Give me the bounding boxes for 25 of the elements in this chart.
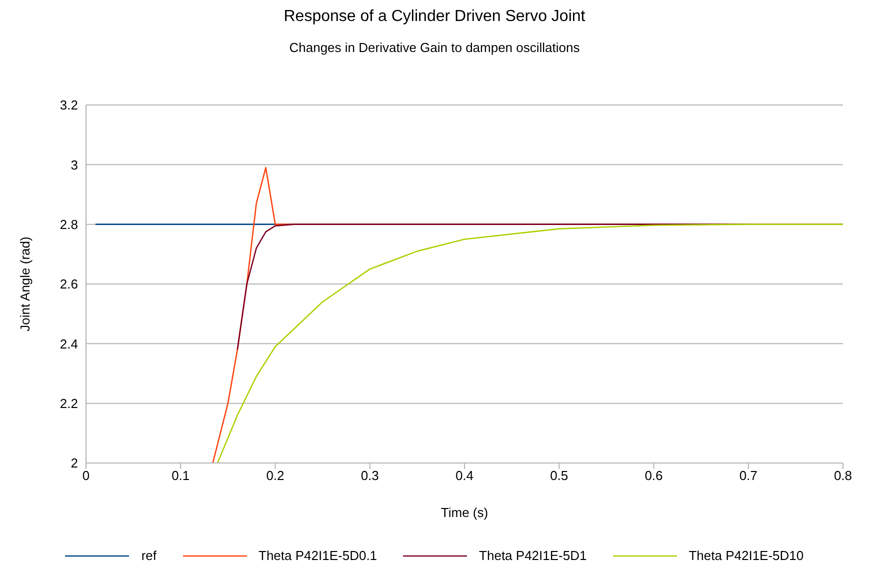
y-tick-label: 2: [70, 456, 78, 471]
chart-subtitle: Changes in Derivative Gain to dampen oscillations: [288, 40, 581, 57]
x-tick-label: 0.4: [455, 468, 474, 484]
chart-title: Response of a Cylinder Driven Servo Joint: [282, 8, 586, 27]
line-series: [216, 224, 843, 463]
y-tick-label: 2.8: [60, 216, 78, 232]
x-tick-label: 0.7: [739, 468, 758, 484]
x-tick-label: 0.8: [834, 468, 852, 484]
legend-label: Theta P42I1E-5D10: [688, 548, 804, 563]
x-tick-label: 0.6: [644, 468, 663, 484]
x-tick-label: 0.3: [360, 468, 379, 484]
y-tick-label: 2.2: [60, 396, 78, 411]
y-tick-label: 3.2: [60, 98, 78, 113]
y-tick-label: 3: [70, 157, 78, 172]
x-tick-label: 0.1: [172, 468, 190, 484]
legend-label: Theta P42I1E-5D0.1: [258, 548, 378, 563]
legend-label: ref: [141, 548, 157, 563]
y-axis-title: Joint Angle (rad): [18, 236, 33, 332]
x-axis-title: Time (s): [440, 505, 488, 520]
legend-label: Theta P42I1E-5D1: [479, 548, 587, 563]
x-tick-label: 0: [82, 468, 90, 484]
y-tick-label: 2.4: [60, 336, 78, 352]
x-tick-label: 0.2: [266, 468, 284, 484]
x-tick-label: 0.5: [550, 468, 568, 484]
y-tick-label: 2.6: [60, 276, 78, 292]
